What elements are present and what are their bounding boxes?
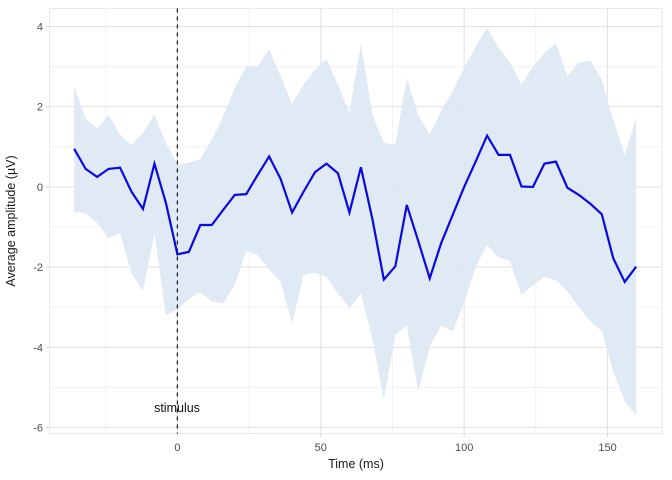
y-axis-title: Average amplitude (µV) bbox=[4, 155, 18, 286]
y-tick-label: -6 bbox=[33, 422, 43, 434]
axis-ticks-and-labels: 4 2 0 -2 -4 -6 0 50 100 150 bbox=[33, 22, 616, 454]
panel-border bbox=[49, 8, 663, 434]
y-tick-label: 2 bbox=[37, 102, 43, 114]
y-tick-label: -2 bbox=[33, 262, 43, 274]
y-tick-label: 0 bbox=[37, 182, 43, 194]
amplitude-line bbox=[73, 133, 638, 285]
x-axis-title: Time (ms) bbox=[328, 457, 384, 471]
confidence-ribbon bbox=[74, 27, 637, 416]
x-tick-label: 100 bbox=[455, 442, 473, 454]
y-tick-label: -4 bbox=[33, 342, 43, 354]
y-tick-label: 4 bbox=[37, 22, 43, 34]
x-tick-label: 50 bbox=[315, 442, 327, 454]
x-tick-label: 0 bbox=[174, 442, 180, 454]
data-layer bbox=[73, 8, 638, 434]
stimulus-annotation-label: stimulus bbox=[154, 401, 200, 415]
x-tick-label: 150 bbox=[598, 442, 616, 454]
